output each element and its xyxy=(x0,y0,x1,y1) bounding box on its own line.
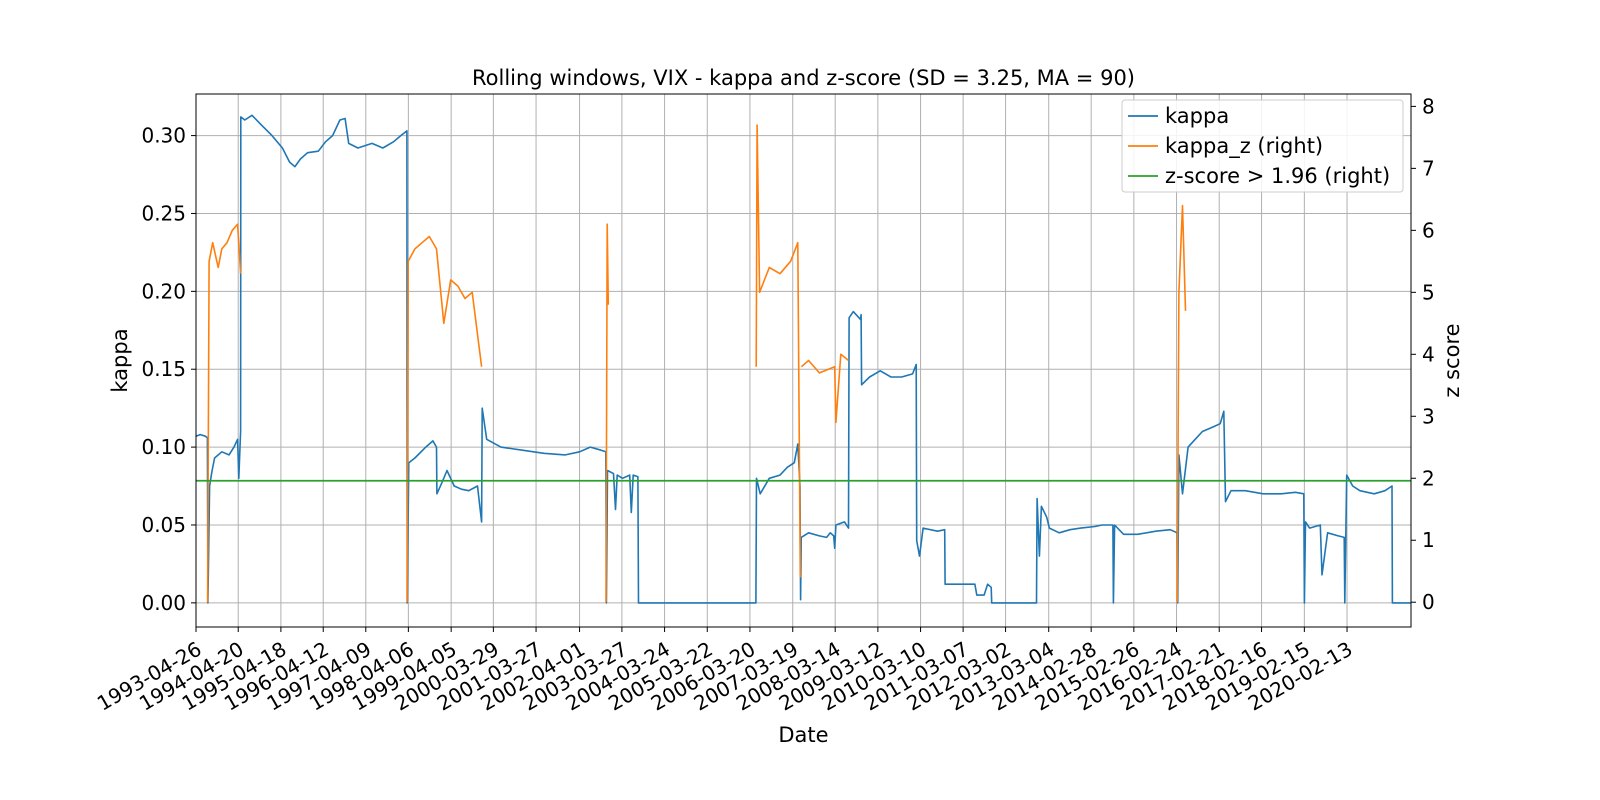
y-tick-label-left: 0.10 xyxy=(141,435,186,459)
series-line-kappa-z xyxy=(800,353,850,424)
legend-label: kappa_z (right) xyxy=(1165,134,1323,159)
y-axis-label-right: z score xyxy=(1440,323,1464,397)
plot-frame xyxy=(195,93,1412,628)
y-tick-label-right: 2 xyxy=(1422,466,1435,490)
series-line-kappa-z xyxy=(206,223,242,603)
y-tick-label-left: 0.20 xyxy=(141,279,186,303)
legend-label: z-score > 1.96 (right) xyxy=(1165,164,1390,188)
y-tick-label-right: 8 xyxy=(1422,94,1435,118)
y-tick-label-right: 1 xyxy=(1422,528,1435,552)
chart-title: Rolling windows, VIX - kappa and z-score… xyxy=(472,66,1135,90)
y-tick-label-left: 0.25 xyxy=(141,201,186,225)
y-tick-label-left: 0.05 xyxy=(141,513,186,537)
series-line-kappa-z xyxy=(1176,204,1187,603)
y-tick-label-left: 0.00 xyxy=(141,591,186,615)
y-tick-label-right: 5 xyxy=(1422,280,1435,304)
series-line-kappa-z xyxy=(406,235,483,603)
y-tick-label-right: 6 xyxy=(1422,218,1435,242)
y-axis-label-left: kappa xyxy=(108,328,132,392)
y-tick-label-right: 3 xyxy=(1422,404,1435,428)
series-layer xyxy=(195,114,1411,604)
y-tick-label-right: 4 xyxy=(1422,342,1435,366)
series-line-kappa xyxy=(195,114,1411,604)
y-tick-label-right: 7 xyxy=(1422,156,1435,180)
series-line-kappa-z xyxy=(605,223,610,603)
legend: kappa kappa_z (right) z-score > 1.96 (righ… xyxy=(1121,99,1404,193)
legend-label: kappa xyxy=(1165,104,1229,128)
y-tick-label-right: 0 xyxy=(1422,590,1435,614)
series-line-kappa-z xyxy=(755,124,802,578)
y-tick-label-left: 0.15 xyxy=(141,357,186,381)
legend-box xyxy=(1121,99,1404,193)
axis-ticks: 1993-04-261994-04-201995-04-181996-04-12… xyxy=(93,94,1435,715)
x-axis-label: Date xyxy=(778,723,828,747)
y-tick-label-left: 0.30 xyxy=(141,124,186,148)
